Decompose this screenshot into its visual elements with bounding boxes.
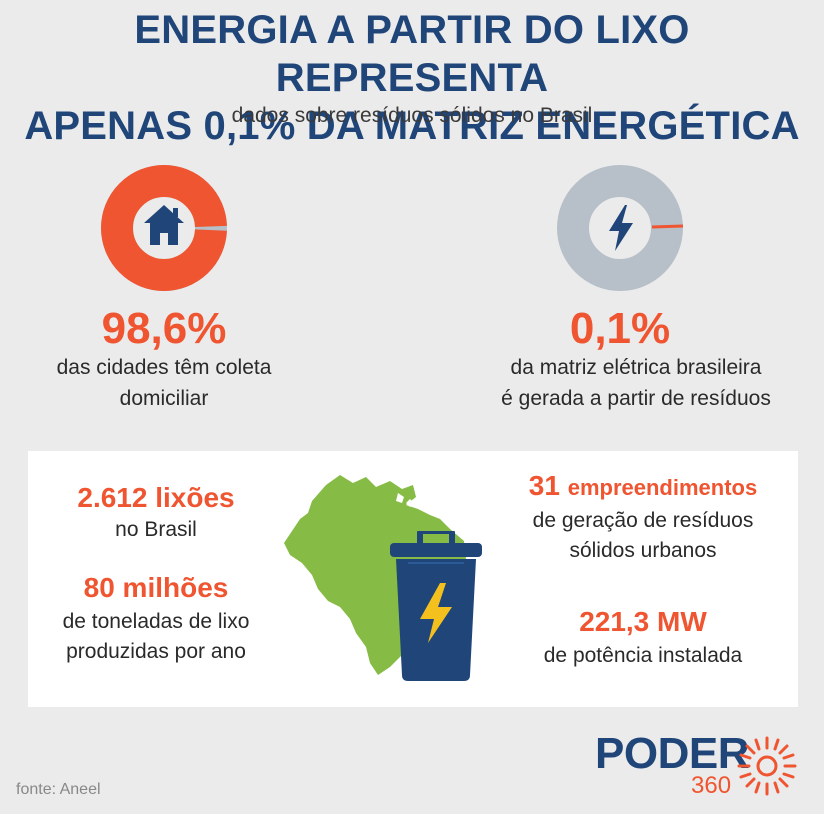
house-icon (144, 205, 184, 245)
caption-line: é gerada a partir de resíduos (501, 387, 771, 410)
trash-bin-lightning-icon (390, 531, 482, 681)
tons-value: 80 milhões (83, 572, 229, 603)
poder360-logo: PODER 360 (595, 730, 805, 802)
source-note: fonte: Aneel (16, 781, 101, 798)
donut-fill-arc (651, 224, 683, 229)
title-line-2: APENAS 0,1% DA MATRIZ ENERGÉTICA (24, 104, 800, 148)
logo-sub: 360 (691, 772, 732, 799)
donut-fill-arc (101, 165, 227, 291)
label-line: sólidos urbanos (569, 539, 717, 562)
title-line-1: ENERGIA A PARTIR DO LIXO REPRESENTA (134, 8, 690, 100)
label-line: produzidas por ano (66, 640, 246, 663)
household-collection-donut (101, 165, 227, 291)
lightning-icon (609, 205, 633, 251)
page-title: ENERGIA A PARTIR DO LIXO REPRESENTA APEN… (0, 6, 824, 150)
subtitle: dados sobre resíduos sólidos no Brasil (231, 104, 593, 127)
projects-word: empreendimentos (567, 475, 758, 500)
logo-main: PODER (595, 729, 749, 778)
dumps-label: no Brasil (115, 518, 197, 541)
stats-panel: 2.612 lixões no Brasil 80 milhões de ton… (28, 451, 798, 707)
household-collection-caption: das cidades têm coleta domiciliar (14, 352, 314, 414)
power-label: de potência instalada (543, 644, 743, 667)
projects-value: 31 empreendimentos (508, 469, 778, 505)
household-collection-value: 98,6% (101, 304, 227, 353)
projects-label: de geração de resíduos sólidos urbanos (498, 506, 788, 566)
caption-line: das cidades têm coleta (56, 356, 272, 379)
caption-line: domiciliar (119, 387, 209, 410)
energy-matrix-value: 0,1% (569, 304, 671, 353)
power-value: 221,3 MW (579, 606, 707, 637)
caption-line: da matriz elétrica brasileira (510, 356, 762, 379)
tons-label: de toneladas de lixo produzidas por ano (26, 607, 286, 667)
energy-matrix-donut (557, 165, 683, 291)
projects-number: 31 (528, 470, 560, 501)
label-line: de geração de resíduos (532, 509, 754, 532)
dumps-value: 2.612 lixões (77, 482, 235, 513)
sun-icon (737, 736, 797, 796)
label-line: de toneladas de lixo (62, 610, 250, 633)
energy-matrix-caption: da matriz elétrica brasileira é gerada a… (466, 352, 806, 414)
